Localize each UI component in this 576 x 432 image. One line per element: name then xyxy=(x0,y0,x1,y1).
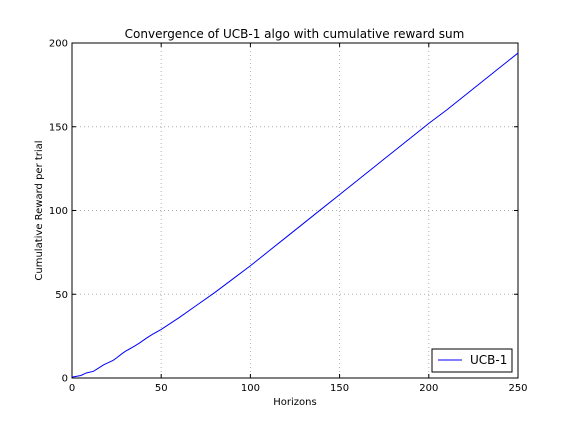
x-tick-label: 150 xyxy=(330,383,349,394)
series-group xyxy=(71,52,519,378)
x-tick-label: 50 xyxy=(155,383,168,394)
tick-labels: 0 50 100 150 200 250 0 50 100 150 200 xyxy=(49,39,528,395)
x-axis-label: Horizons xyxy=(273,397,316,408)
ticks xyxy=(71,42,519,379)
chart-title: Convergence of UCB-1 algo with cumulativ… xyxy=(125,27,465,41)
x-tick-label: 100 xyxy=(241,383,260,394)
y-axis-label: Cumulative Reward per trial xyxy=(34,140,45,280)
y-tick-label: 150 xyxy=(49,122,68,133)
x-tick-label: 0 xyxy=(69,383,75,394)
legend: UCB-1 xyxy=(431,348,513,373)
legend-label: UCB-1 xyxy=(470,353,507,367)
y-tick-label: 200 xyxy=(49,39,68,50)
x-tick-label: 200 xyxy=(419,383,438,394)
x-tick-label: 250 xyxy=(508,383,527,394)
series-line-ucb-1 xyxy=(71,52,519,378)
grid xyxy=(72,43,518,378)
y-tick-label: 100 xyxy=(49,206,68,217)
legend-box xyxy=(431,348,513,373)
plot-area xyxy=(71,42,519,379)
y-tick-label: 50 xyxy=(55,290,68,301)
y-tick-label: 0 xyxy=(62,374,68,385)
